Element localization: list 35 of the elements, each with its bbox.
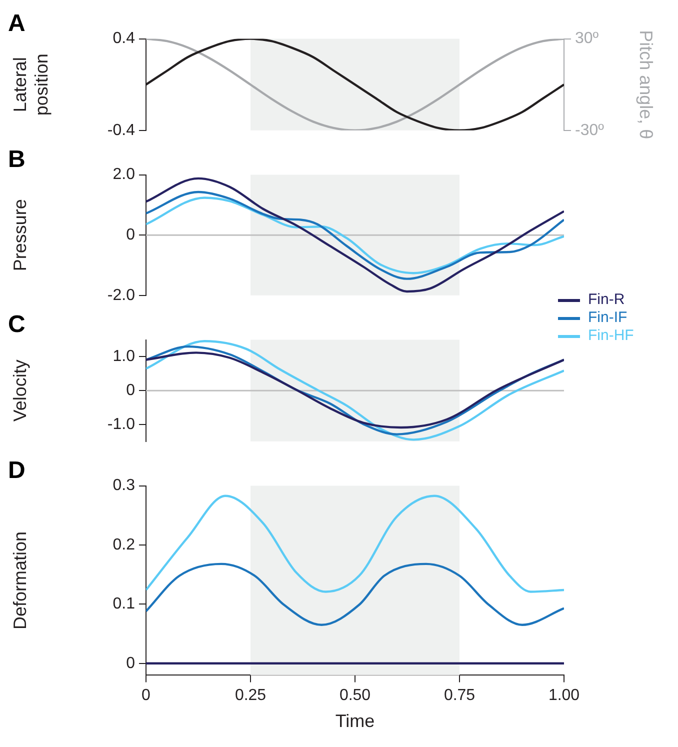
x-tick-label: 1.00	[548, 687, 580, 704]
y2-tick-label: -30º	[575, 122, 604, 139]
x-axis-title: Time	[335, 711, 375, 732]
x-tick-label: 0.25	[234, 687, 266, 704]
chart-title: A	[8, 10, 26, 38]
y2-tick-label: 30º	[575, 30, 599, 48]
legend-label: Fin-HF	[588, 327, 634, 345]
y-tick-label: 0.4	[112, 30, 136, 48]
line-series	[146, 494, 564, 593]
chart-title: B	[8, 146, 26, 174]
line-series	[146, 177, 564, 293]
chart-title: D	[8, 457, 26, 484]
y-tick-label: 0.1	[112, 596, 136, 613]
y-tick-label: 1.0	[112, 348, 136, 366]
x-tick-label: 0	[142, 687, 151, 704]
y-tick-label: 0	[126, 226, 136, 244]
y-tick-label: -1.0	[107, 416, 136, 433]
y-tick-label: 0.2	[112, 536, 136, 554]
y-tick-label: 2.0	[112, 166, 136, 184]
x-tick-label: 0.75	[444, 687, 476, 704]
y-tick-label: 0	[126, 382, 136, 400]
line-series	[146, 562, 564, 626]
y2-axis-title: Pitch angle, θ	[636, 30, 656, 140]
y-tick-label: -0.4	[107, 122, 136, 139]
y-axis-title: Deformation	[10, 531, 30, 630]
y-axis-title: Lateral position	[10, 54, 52, 116]
legend-label: Fin-IF	[588, 309, 628, 327]
x-tick-label: 0.50	[339, 687, 371, 704]
legend-label: Fin-R	[588, 291, 625, 309]
y-axis-title: Pressure	[10, 199, 30, 272]
y-tick-label: 0	[126, 654, 136, 672]
y-tick-label: 0.3	[112, 477, 136, 494]
chart-title: C	[8, 311, 26, 338]
y-axis-title: Velocity	[10, 360, 30, 422]
y-tick-label: -2.0	[107, 286, 136, 304]
